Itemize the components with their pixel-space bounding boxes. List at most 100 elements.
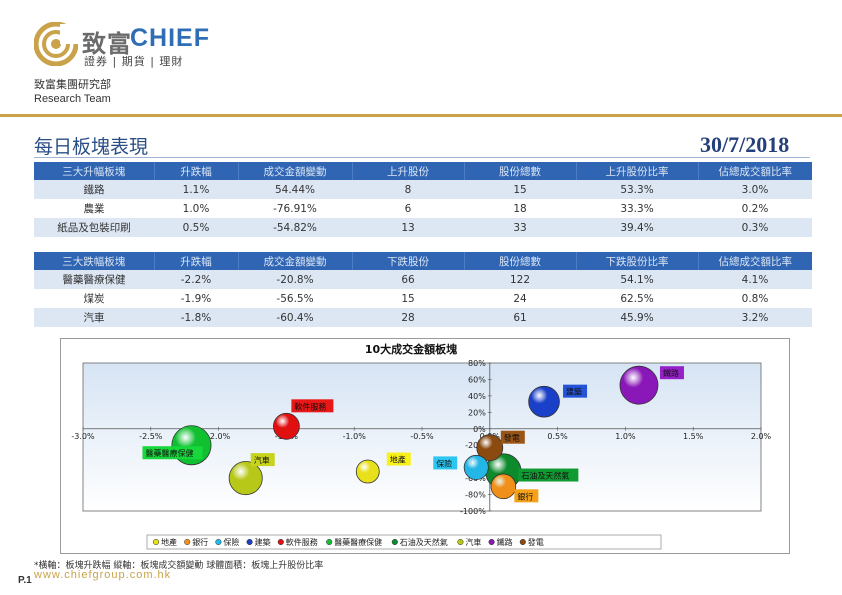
bubble-3 [463, 454, 489, 480]
column-header: 股份總數 [463, 252, 576, 270]
table-cell: 0.3% [698, 218, 812, 237]
table-row: 紙品及包裝印刷 0.5% -54.82% 13 33 39.4% 0.3% [34, 218, 812, 237]
legend-entry: 軟件服務 [286, 537, 318, 547]
page-number: P.1 [18, 575, 32, 586]
table-cell: 45.9% [576, 308, 698, 327]
top-losers-table: 三大跌幅板塊 升跌幅 成交金額變動 下跌股份 股份總數 下跌股份比率 佔總成交額… [34, 252, 812, 327]
table-cell: 3.2% [698, 308, 812, 327]
bubble-4 [528, 385, 560, 418]
legend-entry: 鐵路 [497, 537, 513, 547]
top-gainers-table: 三大升幅板塊 升跌幅 成交金額變動 上升股份 股份總數 上升股份比率 佔總成交額… [34, 162, 812, 237]
bubble-label: 銀行 [517, 491, 533, 501]
table-cell: 61 [464, 308, 576, 327]
bubble-label-bg [518, 468, 579, 482]
x-tick-label: -3.0% [71, 432, 95, 441]
table-cell: -1.9% [154, 289, 238, 308]
legend-swatch [215, 538, 222, 546]
page-date: 30/7/2018 [700, 132, 790, 157]
table-header-row: 三大跌幅板塊 升跌幅 成交金額變動 下跌股份 股份總數 下跌股份比率 佔總成交額… [34, 252, 812, 270]
table-cell: 33 [464, 218, 576, 237]
table-cell: -20.8% [238, 270, 352, 289]
table-cell: 122 [464, 270, 576, 289]
legend-entry: 建築 [255, 537, 271, 547]
table-cell: 農業 [34, 199, 154, 218]
bubble-label: 石油及天然氣 [521, 471, 569, 481]
table-row: 汽車 -1.8% -60.4% 28 61 45.9% 3.2% [34, 308, 812, 327]
bubble-8 [228, 461, 263, 496]
table-cell: 0.5% [154, 218, 238, 237]
column-header: 升跌幅 [153, 162, 238, 180]
bubble-1 [355, 459, 380, 484]
column-header: 股份總數 [463, 162, 576, 180]
legend-swatch [152, 538, 160, 546]
legend-swatch [488, 538, 495, 546]
y-tick-label: 40% [468, 392, 486, 401]
column-header: 升跌幅 [153, 252, 238, 270]
bubble-label-bg [386, 452, 411, 466]
table-cell: 1.0% [154, 199, 238, 218]
bubble-label-bg [433, 456, 458, 470]
legend-frame [146, 534, 662, 550]
column-header: 三大升幅板塊 [34, 162, 154, 180]
y-tick-label: 20% [468, 408, 486, 417]
title-underline [34, 157, 810, 158]
column-header: 成交金額變動 [237, 252, 352, 270]
legend-entry: 保險 [223, 537, 239, 547]
table-cell: 33.3% [576, 199, 698, 218]
table-cell: -1.8% [154, 308, 238, 327]
legend-swatch [519, 538, 526, 546]
y-tick-label: -80% [465, 491, 486, 500]
page-title: 每日板塊表現 [34, 136, 149, 158]
table-cell: 8 [352, 180, 464, 199]
table-row: 醫藥醫療保健 -2.2% -20.8% 66 122 54.1% 4.1% [34, 270, 812, 289]
x-tick-label: 1.0% [615, 432, 636, 441]
chief-logo-mark-icon [34, 22, 78, 66]
x-tick-label: -2.0% [207, 432, 231, 441]
sector-bubble-chart: 10大成交金額板塊 -3.0%-2.5%-2.0%-1.5%-1.0%-0.5%… [60, 338, 790, 554]
bubble-10 [476, 434, 504, 462]
x-tick-label: 2.0% [751, 432, 772, 441]
x-tick-label: 0.5% [547, 432, 568, 441]
table-cell: 0.8% [698, 289, 812, 308]
legend-swatch [326, 538, 333, 546]
legend-entry: 銀行 [192, 537, 208, 547]
column-header: 下跌股份比率 [575, 252, 698, 270]
chart-title: 10大成交金額板塊 [365, 342, 457, 356]
column-header: 下跌股份 [351, 252, 464, 270]
column-header: 三大跌幅板塊 [34, 252, 154, 270]
chart-footnote: *橫軸：板塊升跌幅 縱軸：板塊成交額變動 球體面積：板塊上升股份比率 [34, 561, 324, 571]
table-cell: 15 [464, 180, 576, 199]
table-cell: 3.0% [698, 180, 812, 199]
table-cell: 28 [352, 308, 464, 327]
y-tick-label: -100% [460, 507, 486, 516]
header-divider [0, 114, 842, 117]
table-cell: 15 [352, 289, 464, 308]
bubble-label: 軟件服務 [294, 401, 326, 411]
table-cell: -54.82% [238, 218, 352, 237]
bubble-label-bg [142, 446, 203, 460]
brand-logo: 致富 CHIEF 證券 | 期貨 | 理財 [34, 22, 254, 68]
table-cell: 汽車 [34, 308, 154, 327]
table-row: 農業 1.0% -76.91% 6 18 33.3% 0.2% [34, 199, 812, 218]
legend-swatch [457, 538, 464, 546]
chart-svg: 10大成交金額板塊 -3.0%-2.5%-2.0%-1.5%-1.0%-0.5%… [71, 342, 772, 550]
table-cell: 18 [464, 199, 576, 218]
y-tick-label: 0% [473, 425, 486, 434]
brand-tagline: 證券 | 期貨 | 理財 [84, 55, 184, 68]
website-link[interactable]: www.chiefgroup.com.hk [34, 569, 172, 581]
column-header: 佔總成交額比率 [697, 162, 812, 180]
bubble-label: 地產 [390, 455, 406, 465]
table-cell: 0.2% [698, 199, 812, 218]
x-tick-label: -1.0% [343, 432, 367, 441]
legend-entry: 汽車 [465, 537, 481, 547]
table-cell: 煤炭 [34, 289, 154, 308]
bubble-label-bg [659, 366, 684, 380]
bubble-2 [490, 473, 517, 500]
research-team: 致富集團研究部 Research Team [34, 78, 111, 106]
table-cell: 54.1% [576, 270, 698, 289]
chart-legend: 地產 銀行 保險 建築 軟件服務 醫藥醫療保健 石油及天然氣 汽車 鐵路 發電 [146, 534, 662, 550]
x-tick-label: -2.5% [139, 432, 163, 441]
table-cell: 醫藥醫療保健 [34, 270, 154, 289]
brand-name-en: CHIEF [130, 24, 210, 52]
bubble-label: 發電 [504, 434, 520, 443]
